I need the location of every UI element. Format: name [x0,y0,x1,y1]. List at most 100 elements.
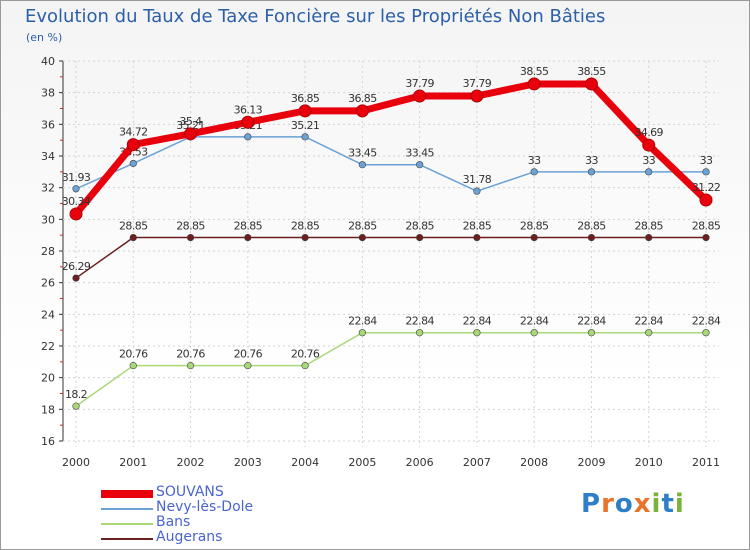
data-point [69,207,83,221]
series-line [75,136,706,192]
x-tick-label: 2004 [291,456,319,469]
data-label: 28.85 [119,220,148,233]
data-label: 20.76 [291,348,320,361]
data-point [584,77,598,91]
data-label: 28.85 [692,220,721,233]
y-tick-label: 38 [41,87,55,100]
data-label: 28.85 [520,220,549,233]
data-point [473,187,481,195]
data-point [244,233,252,242]
data-label: 26.29 [62,260,91,273]
data-point [530,233,538,242]
data-label: 28.85 [176,220,205,233]
y-tick-label: 26 [41,277,55,290]
data-point [702,329,710,337]
data-label: 38.55 [577,65,606,78]
data-label: 35.21 [176,119,205,132]
data-label: 35.4 [179,115,202,128]
x-tick-label: 2009 [577,456,605,469]
data-point [527,77,541,91]
data-label: 33 [528,154,541,167]
data-label: 22.84 [348,315,377,328]
y-tick-label: 24 [41,308,55,321]
logo-letter: P [581,489,602,519]
series-line [75,236,706,279]
data-label: 22.84 [634,315,663,328]
data-label: 28.85 [405,220,434,233]
x-tick-label: 2007 [463,456,491,469]
series-bans: 18.2 20.76 20.76 20.76 20.76 22.84 22.84 22.84 2… [65,315,721,410]
data-label: 20.76 [119,348,148,361]
x-tick-label: 2006 [406,456,434,469]
y-tick-label: 34 [41,150,55,163]
legend-swatch [101,490,153,498]
data-point [416,161,424,169]
chart-plot: 16 18 20 22 24 26 28 30 32 34 36 38 40 2000 2001 2002 20… [41,55,721,469]
data-point [186,362,195,370]
data-point [301,233,309,242]
data-point [473,233,481,242]
data-point [416,329,424,337]
data-label: 33 [585,154,598,167]
chart-unit-label: (en %) [26,31,63,44]
data-point [587,329,596,337]
data-point [530,168,538,176]
data-label: 33 [700,154,713,167]
data-label: 30.34 [62,195,91,208]
y-tick-label: 16 [41,435,55,448]
data-point [244,362,252,370]
data-label: 33.45 [405,147,434,160]
legend-label: Nevy-lès-Dole [156,499,254,515]
data-point [416,233,424,242]
data-label: 31.22 [692,181,721,194]
data-label: 22.84 [577,315,606,328]
y-tick-label: 20 [41,372,55,385]
data-label: 22.84 [692,315,721,328]
data-point [645,233,653,242]
legend-swatch [101,538,153,540]
legend-label: Augerans [156,529,223,545]
legend-swatch [101,523,153,525]
data-label: 28.85 [234,220,263,233]
x-tick-label: 2010 [635,456,663,469]
data-label: 33.45 [348,147,377,160]
data-point [72,274,80,282]
data-point [642,138,656,152]
data-label: 22.84 [463,315,492,328]
x-tick-label: 2003 [234,456,262,469]
y-tick-label: 40 [41,55,55,68]
x-tick-label: 2000 [62,456,90,469]
series-nevy-l-s-dole: 31.9333.5335.2135.2135.2133.4533.4531.78… [62,119,714,195]
data-point [702,233,710,242]
data-point [358,329,366,337]
legend-label: SOUVANS [156,484,224,500]
logo-letter: o [614,489,634,519]
data-label: 33 [642,154,655,167]
data-point [72,402,80,410]
chart-title: Evolution du Taux de Taxe Foncière sur l… [25,6,606,27]
data-point [129,233,137,242]
data-label: 36.85 [348,92,377,105]
data-label: 20.76 [234,348,263,361]
y-tick-label: 22 [41,340,55,353]
data-point [129,159,137,168]
data-point [587,233,596,242]
x-tick-label: 2008 [520,456,548,469]
data-point [473,329,481,337]
data-label: 38.55 [520,65,549,78]
y-tick-label: 32 [41,182,55,195]
data-label: 31.93 [62,171,91,184]
data-point [72,185,80,193]
data-label: 28.85 [463,220,492,233]
data-point [470,89,484,103]
data-point [645,329,653,337]
data-point [186,233,195,242]
data-point [530,329,538,337]
data-label: 22.84 [405,315,434,328]
data-point [244,133,252,141]
y-tick-label: 28 [41,245,55,258]
data-point [413,89,427,103]
data-label: 34.72 [119,126,148,139]
data-label: 28.85 [291,220,320,233]
